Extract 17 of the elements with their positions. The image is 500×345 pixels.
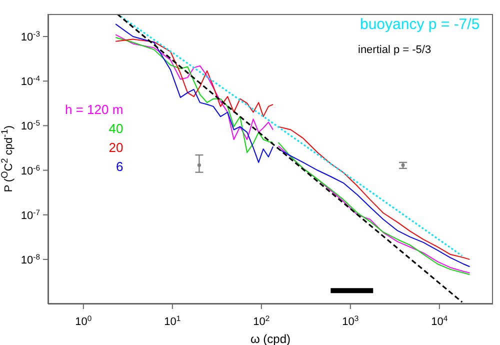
y-tick-label: 10$^{-8}$	[20, 252, 40, 266]
y-tick-label: 10$^{-3}$	[20, 29, 40, 44]
y-tick-label: 10$^{-6}$	[20, 162, 40, 178]
text: 40	[108, 120, 124, 138]
y-tick-label: 10$^{-4}$	[20, 74, 41, 88]
text: 20	[108, 139, 124, 157]
text: buoyancy p = -7/5	[360, 16, 480, 33]
y-tick-label: 10$^{-5}$	[20, 118, 40, 133]
x-tick-label: 10$^{4}$	[431, 314, 448, 328]
text: 6	[114, 158, 124, 176]
text: h = 120 m	[65, 101, 124, 119]
x-tick-label: 10$^{0}$	[75, 314, 92, 328]
x-tick-label: 10$^{3}$	[342, 314, 359, 328]
x-tick-label: 10$^{1}$	[164, 314, 181, 328]
text: inertial p = -5/3	[358, 44, 432, 56]
y-tick-label: 10$^{-7}$	[20, 207, 40, 222]
x-tick-label: 10$^{2}$	[253, 314, 270, 328]
